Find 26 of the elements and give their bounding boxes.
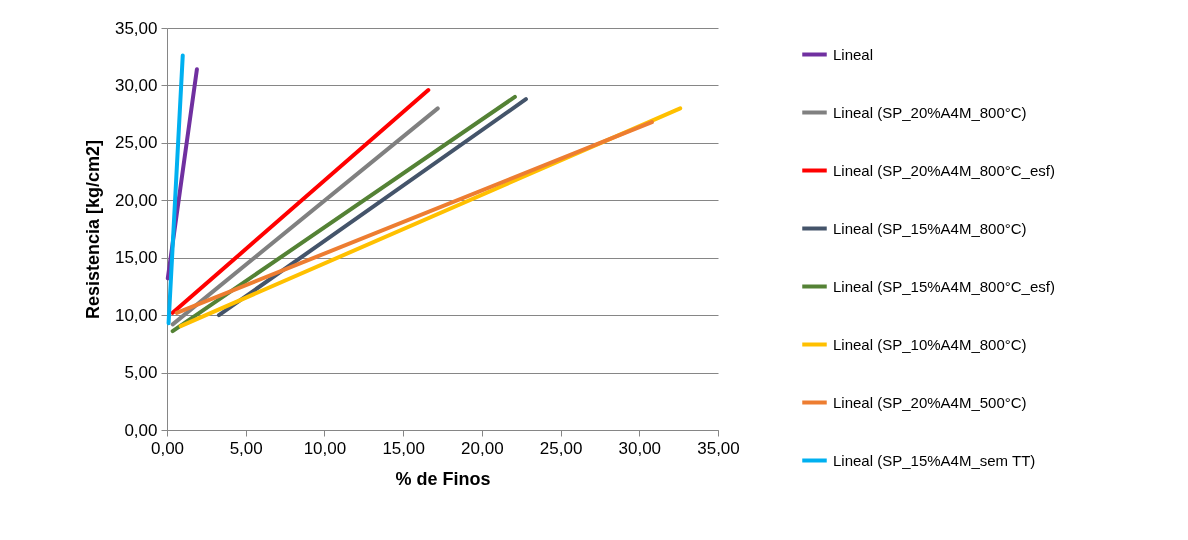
x-tick-label: 5,00 [229, 438, 263, 458]
legend-label: Lineal (SP_20%A4M_800°C) [833, 103, 1027, 121]
y-tick-label: 25,00 [114, 133, 158, 153]
y-tick-label: 35,00 [114, 18, 158, 38]
legend-label: Lineal (SP_15%A4M_800°C_esf) [833, 277, 1055, 295]
legend-label: Lineal (SP_20%A4M_500°C) [833, 393, 1027, 411]
legend-label: Lineal [833, 45, 874, 63]
y-tick-label: 10,00 [114, 305, 158, 325]
y-tick-label: 15,00 [114, 248, 158, 268]
x-tick-label: 10,00 [303, 438, 347, 458]
y-tick-label: 30,00 [114, 75, 158, 95]
y-tick-label: 5,00 [124, 363, 158, 383]
x-tick-label: 20,00 [461, 438, 504, 458]
legend-label: Lineal (SP_15%A4M_800°C) [833, 219, 1027, 237]
y-axis-title: Resistencia [kg/cm2] [82, 139, 103, 320]
x-axis-title: % de Finos [395, 468, 491, 489]
x-tick-label: 15,00 [382, 438, 425, 458]
x-tick-label: 30,00 [618, 438, 662, 458]
x-tick-label: 25,00 [539, 438, 583, 458]
legend-label: Lineal (SP_15%A4M_sem TT) [833, 451, 1036, 469]
x-tick-label: 0,00 [150, 438, 185, 458]
y-tick-label: 20,00 [114, 190, 158, 210]
x-tick-label: 35,00 [697, 438, 740, 458]
legend-label: Lineal (SP_10%A4M_800°C) [833, 335, 1027, 353]
y-tick-label: 0,00 [124, 420, 158, 440]
legend-label: Lineal (SP_20%A4M_800°C_esf) [833, 161, 1055, 179]
